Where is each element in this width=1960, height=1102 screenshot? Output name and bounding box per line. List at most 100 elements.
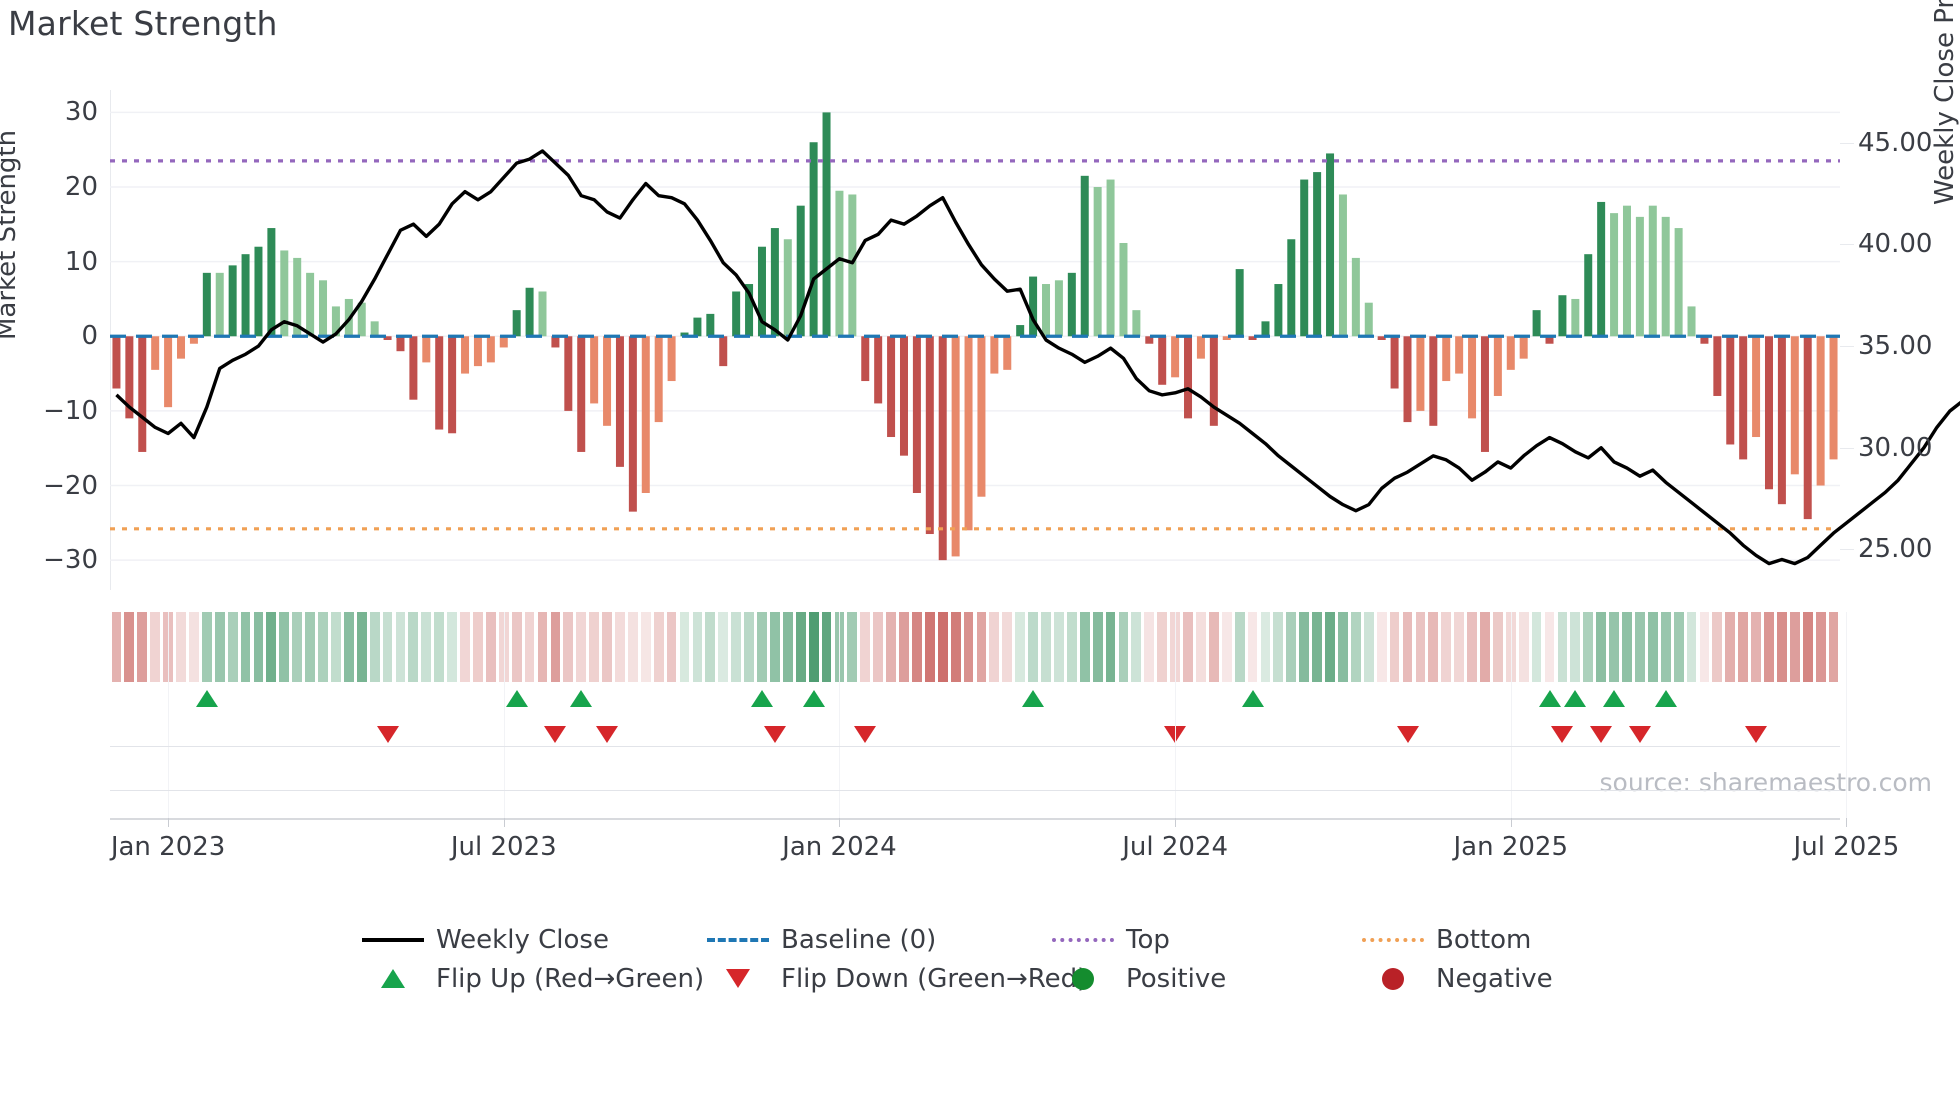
legend-item[interactable]: Baseline (0)	[705, 920, 936, 959]
market-strength-bar	[1016, 325, 1025, 337]
market-strength-bar	[822, 112, 831, 337]
heat-strip-cell	[1183, 612, 1193, 682]
heat-strip-cell	[460, 612, 470, 682]
legend-item[interactable]: Flip Up (Red→Green)	[360, 959, 704, 998]
heat-strip-cell	[1596, 612, 1607, 682]
market-strength-bar	[641, 336, 650, 493]
market-strength-bar	[306, 272, 315, 337]
heat-strip-cell	[589, 612, 600, 682]
heat-strip-cell	[757, 612, 767, 682]
market-strength-bar	[422, 336, 431, 363]
market-strength-bar	[887, 336, 896, 438]
market-strength-bar	[1300, 179, 1309, 337]
x-tick-label: Jul 2024	[1122, 832, 1229, 862]
heat-strip-cell	[718, 612, 729, 682]
market-strength-bar	[461, 336, 470, 374]
market-strength-bar	[1029, 276, 1038, 337]
legend-item[interactable]: Flip Down (Green→Red)	[705, 959, 1087, 998]
flip-up-marker	[1241, 690, 1264, 707]
market-strength-bar	[603, 336, 612, 426]
market-strength-bar	[1403, 336, 1412, 423]
market-strength-bar	[241, 254, 250, 337]
legend-item[interactable]: Top	[1050, 920, 1170, 959]
market-strength-bar	[1635, 216, 1644, 337]
heat-strip-cell	[950, 612, 961, 682]
heat-strip-cell	[382, 612, 393, 682]
heat-strip-cell	[1725, 612, 1736, 682]
market-strength-bar	[1764, 336, 1773, 490]
market-strength-bar	[1145, 336, 1154, 344]
x-tick-label: Jan 2025	[1453, 832, 1569, 862]
heat-strip-cell	[576, 612, 587, 682]
market-strength-bar	[319, 280, 328, 337]
market-strength-bar	[370, 321, 379, 337]
heat-strip-cell	[1492, 612, 1503, 682]
market-strength-bar	[1171, 336, 1180, 378]
market-strength-bar	[1119, 242, 1128, 337]
market-strength-bar	[1648, 205, 1657, 337]
y-tick-label-left: 10	[64, 246, 98, 277]
y-tick-label-left: −20	[43, 470, 98, 501]
market-strength-bar	[254, 246, 263, 337]
flip-up-marker	[750, 690, 773, 707]
heat-strip-cell	[1751, 612, 1761, 682]
heat-strip-cell	[176, 612, 186, 682]
market-strength-bar	[125, 336, 134, 419]
heat-strip-cell	[666, 612, 677, 682]
heat-strip-cell	[795, 612, 806, 682]
dashed-line-swatch-wrap	[705, 929, 771, 951]
flip-down-marker	[1628, 726, 1651, 743]
heat-strip-cell	[1286, 612, 1297, 682]
market-strength-bar	[525, 287, 534, 337]
x-axis-line	[110, 818, 1840, 820]
heat-strip-cell	[1480, 612, 1490, 682]
x-tick-label: Jan 2023	[110, 832, 226, 862]
heat-strip-cell	[1092, 612, 1103, 682]
market-strength-bar	[912, 336, 921, 493]
market-strength-bar	[1829, 336, 1838, 460]
legend-item-label: Top	[1126, 924, 1170, 955]
market-strength-bar	[1584, 254, 1593, 337]
legend-item[interactable]: Negative	[1360, 959, 1553, 998]
heat-strip-cell	[395, 612, 406, 682]
heat-strip-cell	[1363, 612, 1374, 682]
heat-strip-cell	[1647, 612, 1658, 682]
heat-strip-cell	[963, 612, 974, 682]
heat-strip-cell	[1079, 612, 1090, 682]
heat-strip-cell	[1170, 612, 1180, 682]
flip-down-marker	[596, 726, 619, 743]
legend-item[interactable]: Positive	[1050, 959, 1226, 998]
market-strength-bar	[1248, 336, 1257, 340]
market-strength-bar	[1222, 336, 1231, 340]
heat-strip-cell	[1531, 612, 1542, 682]
heat-strip-cell	[1054, 612, 1064, 682]
legend-item[interactable]: Bottom	[1360, 920, 1531, 959]
heat-strip-cell	[201, 612, 212, 682]
heat-strip-cell	[1622, 612, 1632, 682]
heat-strip-cell	[705, 612, 716, 682]
market-strength-bar	[499, 336, 508, 348]
market-strength-bar	[680, 332, 689, 337]
heat-strip-cell	[421, 612, 432, 682]
legend-item[interactable]: Weekly Close	[360, 920, 609, 959]
market-strength-bar	[770, 228, 779, 337]
heat-strip-cell	[1660, 612, 1671, 682]
y-axis-line	[110, 90, 111, 590]
market-strength-bar	[512, 310, 521, 337]
heat-strip-cell	[1376, 612, 1387, 682]
heat-strip-cell	[873, 612, 884, 682]
flip-down-marker	[854, 726, 877, 743]
heat-strip-cell	[240, 612, 251, 682]
market-strength-bar	[1390, 336, 1399, 389]
flip-down-marker	[1551, 726, 1574, 743]
legend-item-label: Weekly Close	[436, 924, 609, 955]
heat-strip-cell	[253, 612, 264, 682]
market-strength-bar	[564, 336, 573, 411]
heat-strip-cell	[1557, 612, 1568, 682]
heat-strip-cell	[1402, 612, 1413, 682]
heat-strip-cell	[550, 612, 561, 682]
x-gridline	[1510, 612, 1512, 818]
market-strength-bar	[938, 336, 947, 561]
x-tick-label: Jul 2025	[1793, 832, 1900, 862]
x-tick-label: Jul 2023	[450, 832, 557, 862]
